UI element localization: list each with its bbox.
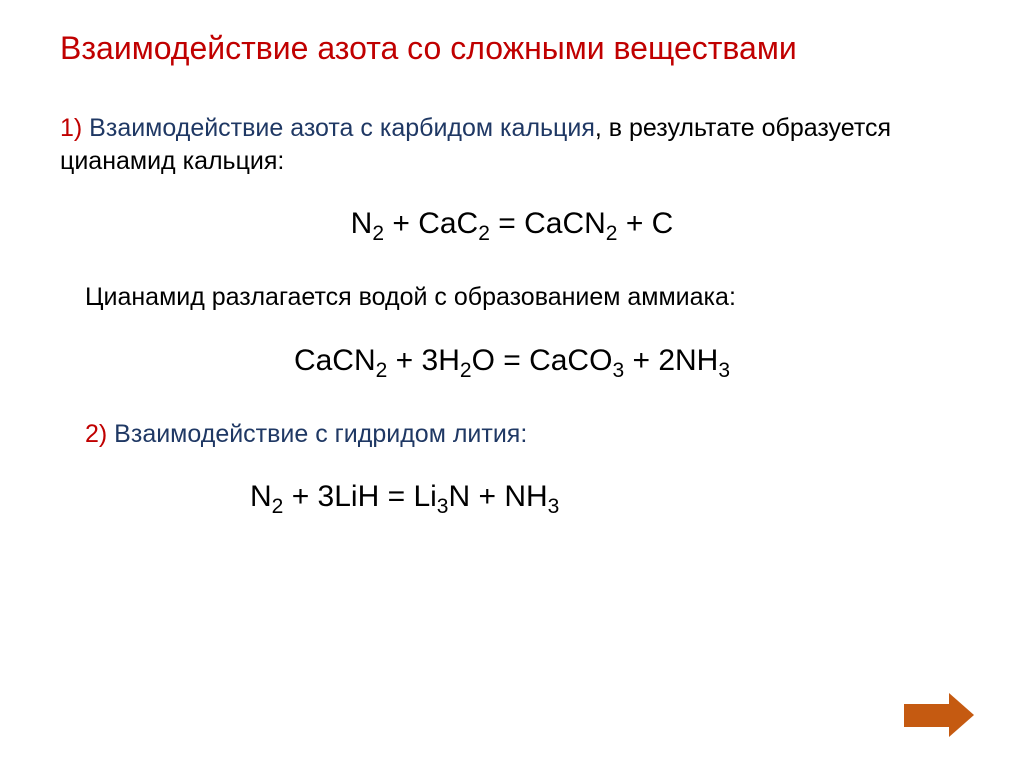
section-1-text: 1) Взаимодействие азота с карбидом кальц… — [60, 112, 974, 177]
slide-title: Взаимодействие азота со сложными веществ… — [60, 30, 974, 67]
equation-1: N2 + CaC2 = CaCN2 + C — [50, 207, 974, 246]
arrow-right-icon — [904, 693, 974, 738]
section-1-subtitle: Взаимодействие азота с карбидом кальция — [82, 114, 595, 142]
section-2-number: 2) — [85, 420, 107, 448]
description-1: Цианамид разлагается водой с образование… — [85, 281, 974, 314]
next-arrow-button[interactable] — [904, 693, 974, 738]
equation-2: CaCN2 + 3H2O = CaCO3 + 2NH3 — [50, 344, 974, 383]
equation-3: N2 + 3LiH = Li3N + NH3 — [250, 480, 974, 519]
section-1-number: 1) — [60, 114, 82, 142]
section-2-subtitle: Взаимодействие с гидридом лития: — [107, 420, 527, 448]
section-2-text: 2) Взаимодействие с гидридом лития: — [85, 418, 974, 451]
